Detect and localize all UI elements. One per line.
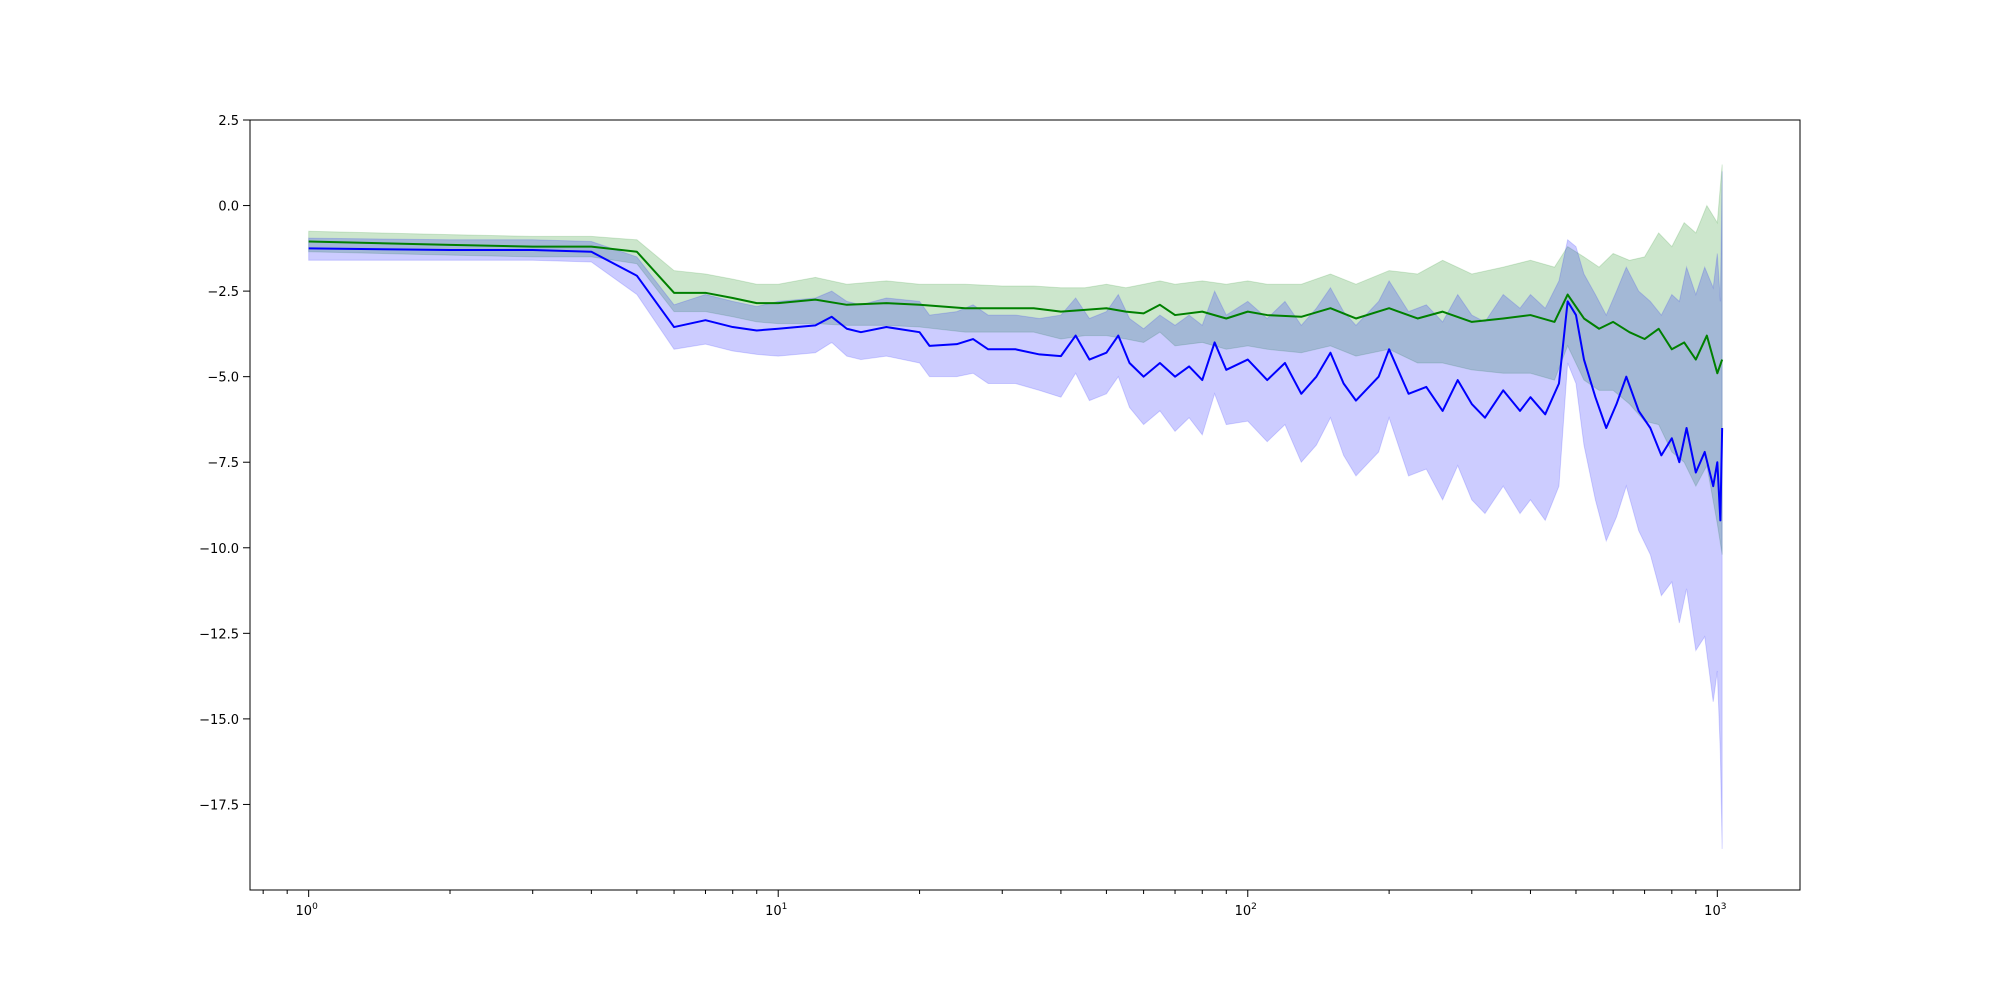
y-tick-label: −7.5 [207,456,239,471]
line-series-1 [308,240,1724,375]
x-tick-exponent: 2 [1251,902,1257,912]
y-tick-label: −5.0 [207,371,239,386]
x-axis-ticks: 100 101 102 103 [262,890,1726,919]
plot-area-frame [249,119,1801,891]
y-tick-label: 2.5 [218,114,239,129]
x-tick-exponent: 3 [1721,902,1727,912]
y-axis-ticks: 2.5 0.0 −2.5 −5.0 −7.5 −10.0 −12.5 −15.0 −17.5 [199,114,250,813]
x-tick-exponent: 0 [312,902,318,912]
x-tick-base: 10 [765,904,782,919]
x-tick-label: 103 [1704,902,1726,919]
y-tick-label: −2.5 [207,285,239,300]
band-series-2 [308,171,1723,849]
series-lines [308,240,1724,522]
line-series-2 [308,247,1724,522]
x-tick-base: 10 [296,904,313,919]
y-tick-label: −10.0 [199,542,239,557]
confidence-bands [308,164,1723,849]
x-tick-label: 100 [296,902,319,919]
x-tick-label: 102 [1235,902,1257,919]
y-tick-label: −15.0 [199,713,239,728]
y-tick-label: 0.0 [218,200,239,215]
x-tick-label: 101 [765,902,787,919]
y-tick-label: −12.5 [199,627,239,642]
band-series-1 [308,164,1723,555]
x-tick-base: 10 [1704,904,1721,919]
x-tick-base: 10 [1235,904,1252,919]
y-tick-label: −17.5 [199,798,239,813]
x-tick-exponent: 1 [782,902,788,912]
